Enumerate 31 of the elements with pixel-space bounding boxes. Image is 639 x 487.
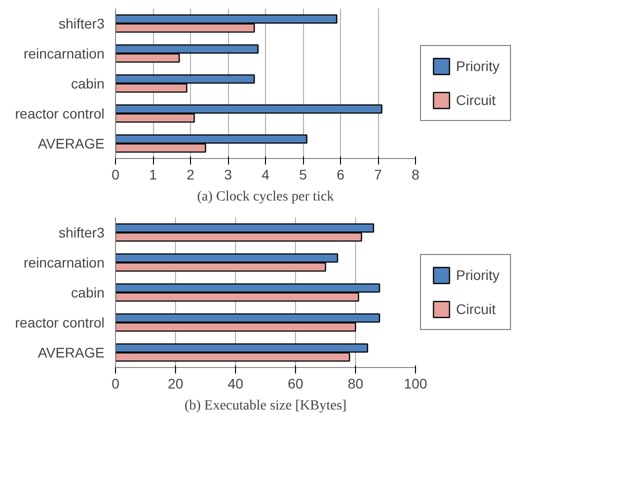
y-tick-label: reactor control [15, 314, 104, 330]
x-tick-label: 8 [412, 166, 420, 182]
x-tick-label: 20 [168, 376, 184, 392]
text: (b) Executable size [KBytes] [184, 398, 347, 414]
y-tick-label: reincarnation [24, 46, 104, 62]
x-tick-label: 60 [288, 376, 304, 392]
x-tick-label: 4 [262, 166, 270, 182]
y-tick-label: cabin [71, 284, 104, 300]
x-tick-label: 1 [149, 166, 158, 182]
x-tick-label: 5 [299, 166, 308, 182]
y-tick-label: shifter3 [58, 224, 105, 240]
x-tick-label: 40 [228, 376, 244, 392]
legend-label: Circuit [456, 92, 496, 108]
x-tick-label: 100 [404, 376, 428, 392]
legend-label: Priority [456, 58, 500, 74]
y-tick-label: cabin [71, 76, 104, 92]
x-tick-label: 80 [348, 376, 364, 392]
x-tick-label: 7 [374, 166, 382, 182]
x-tick-label: 2 [186, 166, 195, 182]
text: (a) Clock cycles per tick [197, 190, 334, 204]
y-tick-label: AVERAGE [38, 344, 105, 360]
y-tick-label: reactor control [15, 106, 104, 122]
x-tick-label: 3 [224, 166, 232, 182]
y-tick-label: AVERAGE [38, 136, 105, 152]
y-tick-label: shifter3 [58, 16, 105, 32]
text: Priority [456, 267, 500, 283]
text: Circuit [456, 301, 496, 317]
x-tick-label: 6 [336, 166, 345, 182]
y-tick-label: reincarnation [24, 254, 104, 270]
x-tick-label: 0 [112, 166, 120, 182]
x-tick-label: 0 [112, 376, 120, 392]
